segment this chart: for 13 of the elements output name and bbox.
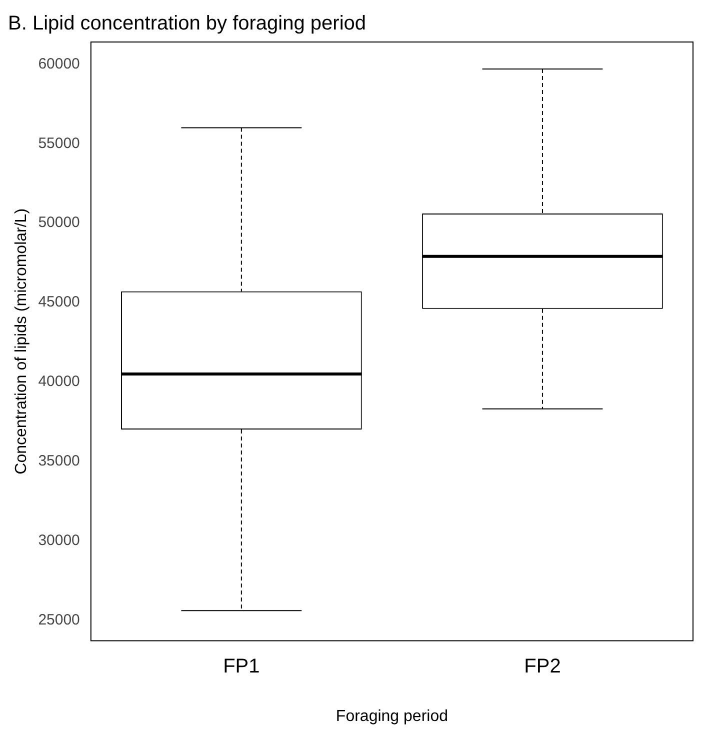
x-tick-label: FP2: [524, 655, 561, 678]
x-tick-label: FP1: [223, 655, 260, 678]
y-tick-label: 50000: [38, 214, 80, 232]
y-tick-label: 45000: [38, 294, 80, 311]
y-tick-label: 30000: [38, 532, 80, 549]
y-tick-label: 40000: [38, 373, 80, 390]
y-tick-label: 35000: [38, 452, 80, 470]
y-axis-title: Concentration of lipids (micromolar/L): [13, 208, 30, 474]
y-tick-label: 25000: [38, 611, 80, 628]
chart-title: B. Lipid concentration by foraging period: [8, 12, 366, 35]
y-tick-label: 55000: [38, 134, 80, 152]
y-tick-label: 60000: [38, 55, 80, 72]
x-axis-title: Foraging period: [336, 708, 448, 725]
